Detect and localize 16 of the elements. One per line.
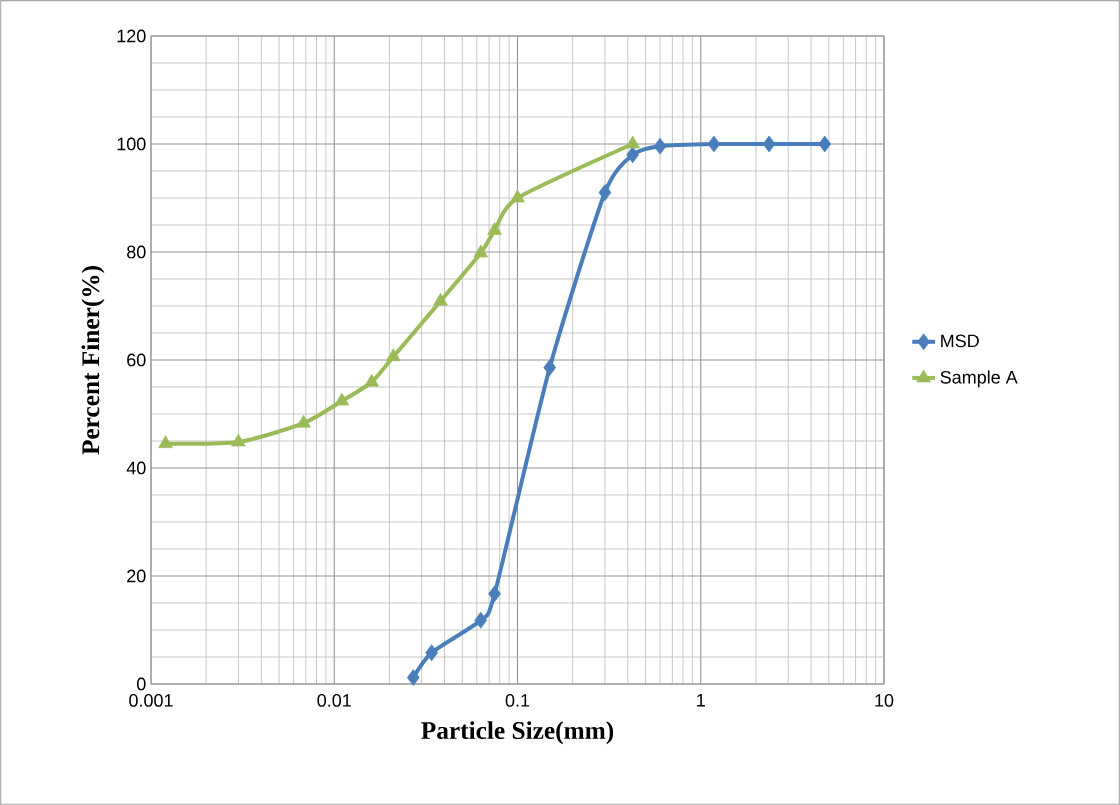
y-tick-label: 40 <box>126 461 146 475</box>
x-tick-label: 10 <box>875 694 894 707</box>
y-axis-title: Percent Finer(%) <box>81 266 105 455</box>
x-axis-title: Particle Size(mm) <box>421 721 614 745</box>
y-tick-label: 0 <box>136 677 146 691</box>
x-tick-label: 0.01 <box>317 694 351 707</box>
y-tick-label: 60 <box>127 353 146 367</box>
y-tick-label: 120 <box>117 29 146 43</box>
legend-label: MSD <box>941 334 979 348</box>
legend-label: Sample A <box>940 370 1018 388</box>
x-tick-label: 0.001 <box>129 694 173 707</box>
x-tick-label: 1 <box>697 694 705 707</box>
x-tick-label: 0.1 <box>505 694 530 707</box>
y-tick-label: 100 <box>117 137 146 151</box>
y-tick-label: 20 <box>127 569 146 583</box>
y-tick-label: 80 <box>127 245 146 259</box>
